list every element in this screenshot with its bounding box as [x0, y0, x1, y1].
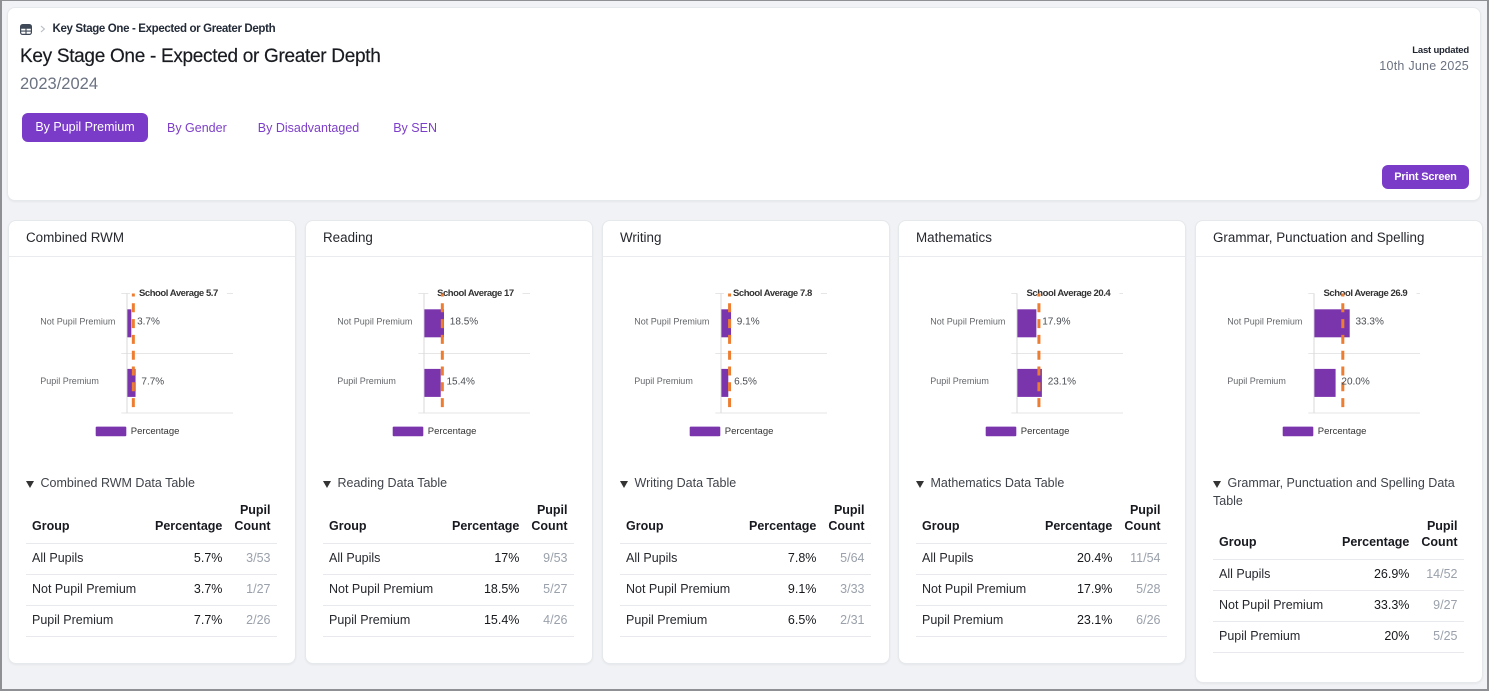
- svg-text:Pupil Premium: Pupil Premium: [40, 376, 99, 386]
- svg-text:Pupil Premium: Pupil Premium: [930, 376, 989, 386]
- svg-text:School Average 17: School Average 17: [437, 288, 514, 299]
- svg-text:School Average 7.8: School Average 7.8: [733, 288, 812, 299]
- svg-text:15.4%: 15.4%: [447, 376, 475, 387]
- svg-text:3.7%: 3.7%: [137, 316, 160, 327]
- svg-text:Pupil Premium: Pupil Premium: [634, 376, 693, 386]
- svg-text:Pupil Premium: Pupil Premium: [337, 376, 396, 386]
- svg-text:20.0%: 20.0%: [1341, 376, 1369, 387]
- svg-text:School Average 5.7: School Average 5.7: [139, 288, 218, 299]
- svg-text:School Average 26.9: School Average 26.9: [1324, 288, 1408, 299]
- svg-text:9.1%: 9.1%: [737, 316, 760, 327]
- svg-text:Pupil Premium: Pupil Premium: [1227, 376, 1286, 386]
- svg-text:Percentage: Percentage: [428, 426, 477, 437]
- svg-text:23.1%: 23.1%: [1048, 376, 1076, 387]
- svg-text:7.7%: 7.7%: [141, 376, 164, 387]
- svg-text:6.5%: 6.5%: [734, 376, 757, 387]
- svg-text:Not Pupil Premium: Not Pupil Premium: [337, 316, 412, 326]
- svg-text:Percentage: Percentage: [1318, 426, 1367, 437]
- svg-text:18.5%: 18.5%: [450, 316, 478, 327]
- svg-text:Not Pupil Premium: Not Pupil Premium: [634, 316, 709, 326]
- svg-text:Not Pupil Premium: Not Pupil Premium: [40, 316, 115, 326]
- svg-text:33.3%: 33.3%: [1356, 316, 1384, 327]
- svg-text:Not Pupil Premium: Not Pupil Premium: [1227, 316, 1302, 326]
- svg-text:17.9%: 17.9%: [1042, 316, 1070, 327]
- svg-text:Percentage: Percentage: [725, 426, 774, 437]
- svg-text:Percentage: Percentage: [1021, 426, 1070, 437]
- svg-text:School Average 20.4: School Average 20.4: [1027, 288, 1112, 299]
- svg-text:Percentage: Percentage: [131, 426, 180, 437]
- svg-text:Not Pupil Premium: Not Pupil Premium: [930, 316, 1005, 326]
